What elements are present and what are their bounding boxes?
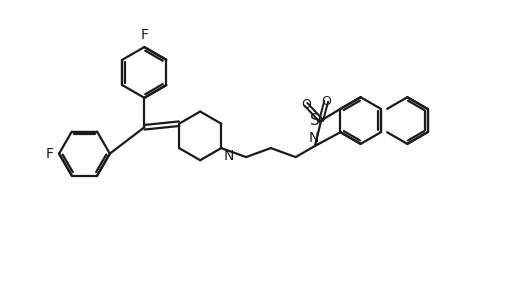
Text: O: O — [321, 95, 331, 108]
Text: F: F — [140, 28, 148, 42]
Text: N: N — [224, 149, 234, 163]
Text: O: O — [301, 98, 311, 111]
Text: S: S — [310, 113, 319, 127]
Text: N: N — [309, 131, 319, 146]
Text: F: F — [46, 147, 54, 161]
